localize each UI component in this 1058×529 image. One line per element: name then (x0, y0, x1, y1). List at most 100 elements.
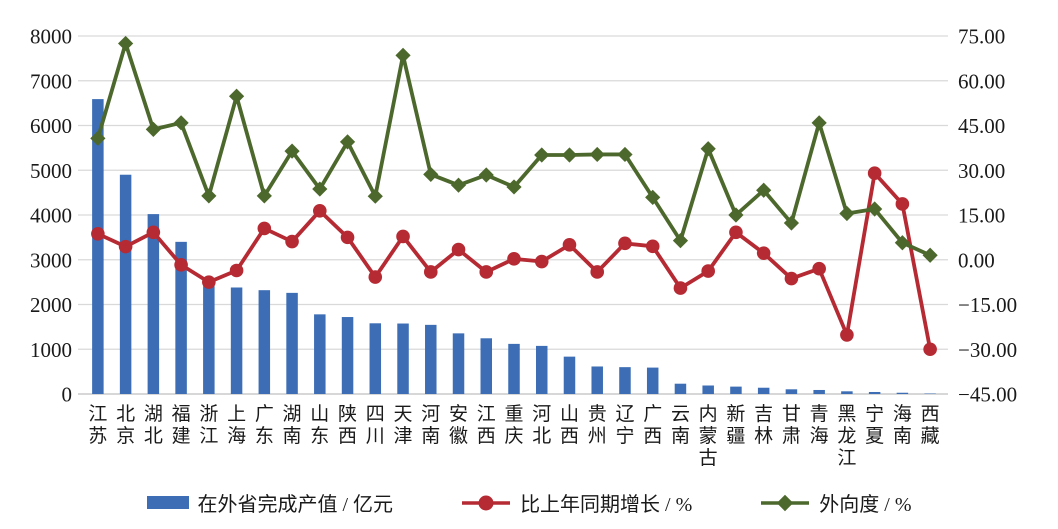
category-label: 重庆 (504, 403, 523, 447)
circle-marker-重庆 (507, 252, 521, 266)
diamond-marker-贵州 (589, 146, 605, 163)
right-axis-tick: −45.00 (958, 383, 1017, 407)
bar-宁夏 (868, 391, 881, 394)
circle-marker-湖北 (146, 225, 161, 240)
diamond-marker-海南 (894, 235, 910, 251)
diamond-marker-湖北 (145, 121, 161, 137)
bar-湖南 (286, 292, 298, 394)
category-label: 广西 (643, 403, 662, 447)
right-axis-tick: 0.00 (958, 248, 995, 272)
category-label: 宁夏 (865, 403, 884, 447)
diamond-marker-青海 (811, 115, 827, 131)
diamond-line-series (96, 41, 931, 258)
bar-重庆 (508, 343, 520, 394)
diamond-marker-江苏 (90, 130, 106, 146)
circle-marker-西藏 (923, 342, 937, 357)
diamond-marker-内蒙古 (700, 141, 716, 157)
diamond-marker-黑龙江 (839, 205, 855, 222)
circle-line-marker-icon (462, 495, 511, 510)
legend-label-growth-series: 比上年同期增长 / % (520, 494, 693, 516)
right-axis-tick: −15.00 (958, 293, 1017, 317)
left-axis-tick: 8000 (30, 25, 72, 49)
diamond-marker-四川 (367, 188, 383, 204)
bar-山西 (563, 356, 576, 394)
diamond-marker-新疆 (728, 207, 744, 223)
bar-广西 (646, 367, 659, 394)
bar-山东 (314, 314, 326, 394)
circle-marker-甘肃 (784, 271, 799, 286)
circle-marker-四川 (368, 270, 383, 284)
diamond-marker-北京 (118, 35, 134, 52)
left-axis-tick: 2000 (30, 293, 72, 317)
diamond-marker-安徽 (450, 177, 467, 193)
category-label: 青海 (810, 403, 829, 447)
bar-贵州 (591, 366, 603, 394)
bar-内蒙古 (702, 385, 714, 394)
legend-openness-diamond (777, 494, 794, 511)
left-axis-tick: 3000 (30, 248, 72, 272)
category-label: 海南 (893, 403, 912, 447)
category-label: 黑龙江 (837, 404, 856, 469)
category-label: 甘肃 (782, 403, 801, 447)
diamond-marker-福建 (173, 115, 189, 131)
diamond-marker-云南 (672, 233, 689, 249)
circle-marker-吉林 (756, 246, 771, 260)
category-label: 内蒙古 (699, 403, 718, 469)
category-label: 福建 (172, 403, 191, 447)
bar-河北 (535, 345, 548, 394)
circle-marker-黑龙江 (840, 328, 854, 342)
diamond-marker-河北 (534, 147, 550, 163)
legend-item-bar-series: 在外省完成产值 / 亿元 (146, 488, 393, 517)
circle-marker-辽宁 (618, 236, 632, 251)
category-label: 北京 (116, 403, 135, 447)
category-label: 浙江 (199, 403, 218, 447)
category-label: 山东 (310, 403, 329, 447)
category-label: 江苏 (88, 403, 107, 447)
circle-marker-广东 (257, 221, 272, 236)
diamond-marker-宁夏 (867, 201, 883, 217)
circle-marker-江苏 (91, 226, 105, 241)
bar-河南 (425, 324, 437, 394)
bar-新疆 (730, 386, 742, 394)
diamond-marker-广西 (645, 189, 661, 205)
right-axis-tick: 45.00 (958, 114, 1005, 138)
bar-海南 (896, 392, 909, 394)
circle-marker-云南 (673, 281, 688, 295)
bar-陕西 (341, 317, 354, 394)
circle-marker-海南 (895, 197, 910, 211)
diamond-marker-浙江 (201, 188, 217, 204)
circle-marker-上海 (229, 263, 244, 278)
category-label: 湖北 (144, 403, 163, 447)
diamond-marker-广东 (256, 188, 272, 204)
category-label: 江西 (477, 403, 496, 447)
category-label: 贵州 (588, 403, 607, 447)
right-axis-tick: 30.00 (958, 159, 1005, 183)
chart-canvas: 8000 75.00 7000 60.00 6000 45.00 5000 30.00 4000… (30, 25, 1017, 470)
bar-青海 (813, 389, 825, 394)
left-axis-tick: 1000 (30, 338, 72, 362)
diamond-marker-西藏 (922, 247, 938, 263)
circle-marker-福建 (174, 258, 188, 272)
circle-marker-河北 (534, 254, 549, 269)
circle-marker-河南 (423, 265, 438, 279)
diamond-line-marker-icon (761, 494, 810, 511)
category-label: 陕西 (338, 403, 357, 447)
bar-吉林 (757, 387, 770, 394)
category-label: 湖南 (283, 403, 302, 447)
category-label: 河北 (532, 403, 551, 447)
circle-marker-山西 (562, 238, 577, 252)
diamond-marker-上海 (228, 88, 245, 104)
diamond-marker-重庆 (506, 179, 522, 195)
right-axis-tick: −30.00 (958, 338, 1017, 362)
category-label: 吉林 (754, 403, 773, 447)
category-label: 天津 (394, 404, 413, 447)
bar-广东 (258, 290, 271, 394)
circle-marker-贵州 (590, 265, 605, 279)
diamond-marker-甘肃 (783, 215, 800, 231)
left-axis-tick: 6000 (30, 114, 72, 138)
category-label: 四川 (366, 404, 385, 447)
circle-marker-青海 (812, 261, 826, 276)
category-label: 辽宁 (615, 403, 634, 447)
left-axis-tick: 7000 (30, 69, 72, 93)
